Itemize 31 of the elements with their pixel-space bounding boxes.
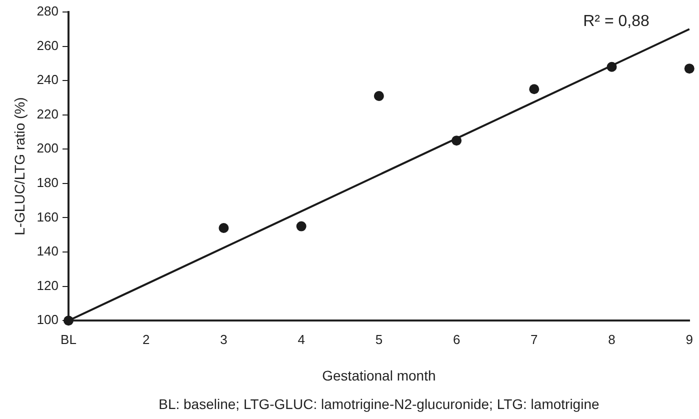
point: [374, 91, 384, 102]
annotation: R² = 0,88: [583, 13, 650, 30]
point: [296, 221, 306, 232]
x-tick-label: 9: [686, 332, 693, 347]
y-tick-label: 100: [36, 312, 58, 328]
y-tick-label: 120: [36, 278, 58, 293]
y-tick-label: 280: [36, 4, 58, 19]
text: BL: baseline; LTG-GLUC: lamotrigine-N2-glucuronide; LTG: lamotrigine: [158, 396, 600, 412]
y-tick-label: 260: [36, 38, 58, 53]
point: [529, 84, 540, 94]
y-tick-label: 240: [36, 72, 58, 88]
y-tick-label: 140: [36, 244, 58, 259]
x-tick-label: 7: [530, 332, 538, 347]
point: [452, 136, 462, 146]
point: [63, 316, 74, 326]
point: [684, 64, 694, 74]
x-tick-label: 6: [452, 332, 460, 347]
x-tick-label: 3: [220, 332, 228, 347]
x-tick-label: 8: [608, 332, 616, 347]
x-tick-label: BL: [60, 332, 76, 347]
x-tick-label: 2: [142, 332, 150, 347]
y-tick-label: 200: [36, 140, 58, 156]
x-tick-label: 4: [298, 332, 305, 347]
y-tick-label: 160: [36, 209, 58, 224]
y-axis-title: L-GLUC/LTG ratio (%): [11, 97, 28, 236]
y-tick-label: 180: [36, 175, 58, 190]
point: [606, 62, 617, 72]
point: [218, 223, 229, 234]
x-axis-title: Gestational month: [322, 367, 436, 384]
x-tick-label: 5: [375, 332, 383, 347]
y-tick-label: 220: [36, 106, 58, 122]
